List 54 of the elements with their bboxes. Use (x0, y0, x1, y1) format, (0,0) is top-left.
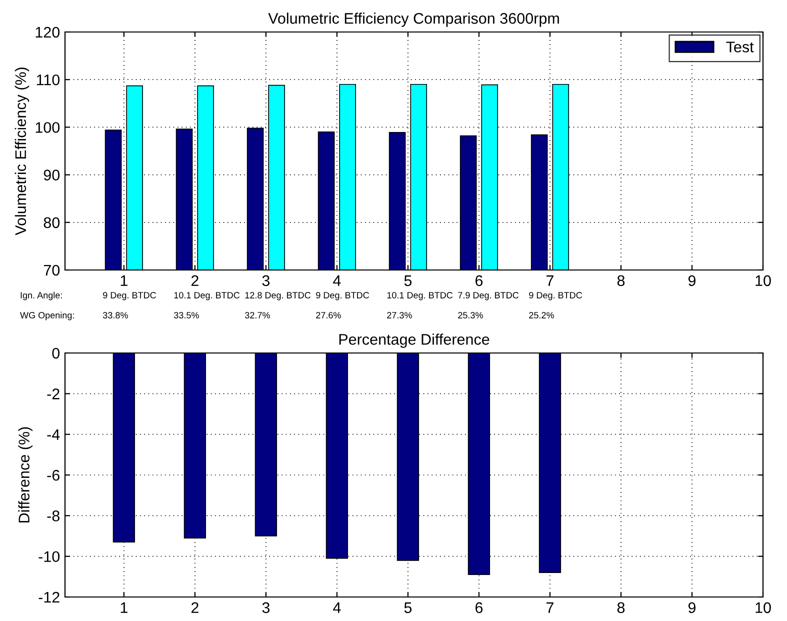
text: WG Opening: (20, 312, 74, 320)
x-tick-label: 6 (476, 602, 483, 614)
text: 25.2% (529, 312, 554, 318)
x-tick-label: 4 (333, 275, 341, 286)
chart-title: Percentage Difference (339, 334, 490, 348)
text: 33.5% (174, 312, 199, 318)
x-tick-label: 2 (191, 275, 198, 286)
y-tick-label: -12 (38, 592, 60, 603)
x-tick-label: 1 (120, 602, 128, 613)
y-tick-label: 120 (36, 26, 60, 38)
x-tick-label: 6 (476, 275, 483, 286)
x-tick-label: 8 (617, 602, 625, 614)
y-axis-title: Difference (%) (18, 427, 32, 522)
x-tick-label: 4 (333, 602, 341, 613)
x-tick-label: 1 (120, 275, 128, 286)
x-tick-label: 5 (404, 602, 412, 614)
text: 9 Deg. BTDC (316, 292, 369, 300)
y-axis-title: Volumetric Efficiency (%) (14, 68, 30, 236)
text: 12.8 Deg. BTDC (245, 292, 311, 300)
x-tick-label: 2 (191, 602, 198, 613)
y-tick-label: -4 (47, 429, 60, 440)
y-tick-label: 110 (36, 74, 60, 86)
chart-title: Volumetric Efficiency Comparison 3600rpm (268, 12, 559, 27)
y-tick-label: -6 (47, 470, 60, 481)
legend-label: Test (726, 42, 754, 52)
y-tick-label: 90 (44, 170, 60, 180)
text: 27.3% (387, 312, 412, 318)
text: 10.1 Deg. BTDC (387, 292, 453, 300)
x-tick-label: 3 (262, 602, 270, 614)
x-tick-label: 5 (404, 275, 412, 286)
x-tick-label: 9 (688, 275, 696, 286)
text: 9 Deg. BTDC (103, 292, 156, 300)
y-tick-label: -2 (47, 388, 60, 400)
x-tick-label: 7 (546, 602, 554, 613)
text: 10.1 Deg. BTDC (174, 292, 240, 300)
y-tick-label: 0 (52, 348, 60, 359)
text: 27.6% (316, 312, 341, 318)
x-tick-label: 10 (756, 602, 771, 614)
text: 32.7% (244, 312, 270, 318)
text: 33.8% (102, 312, 128, 318)
text: Ign. Angle: (20, 292, 62, 300)
x-tick-label: 8 (617, 275, 625, 286)
y-tick-label: 70 (44, 264, 60, 276)
text: 9 Deg. BTDC (529, 292, 582, 300)
text: 7.9 Deg. BTDC (458, 292, 519, 300)
y-tick-label: -8 (47, 510, 60, 522)
x-tick-label: 9 (688, 602, 696, 614)
y-tick-label: 80 (44, 217, 60, 228)
x-tick-label: 3 (262, 275, 270, 286)
y-tick-label: -10 (38, 551, 60, 562)
y-tick-label: 100 (36, 122, 60, 133)
x-tick-label: 10 (756, 275, 771, 286)
text: 25.3% (458, 312, 483, 318)
x-tick-label: 7 (546, 275, 554, 286)
